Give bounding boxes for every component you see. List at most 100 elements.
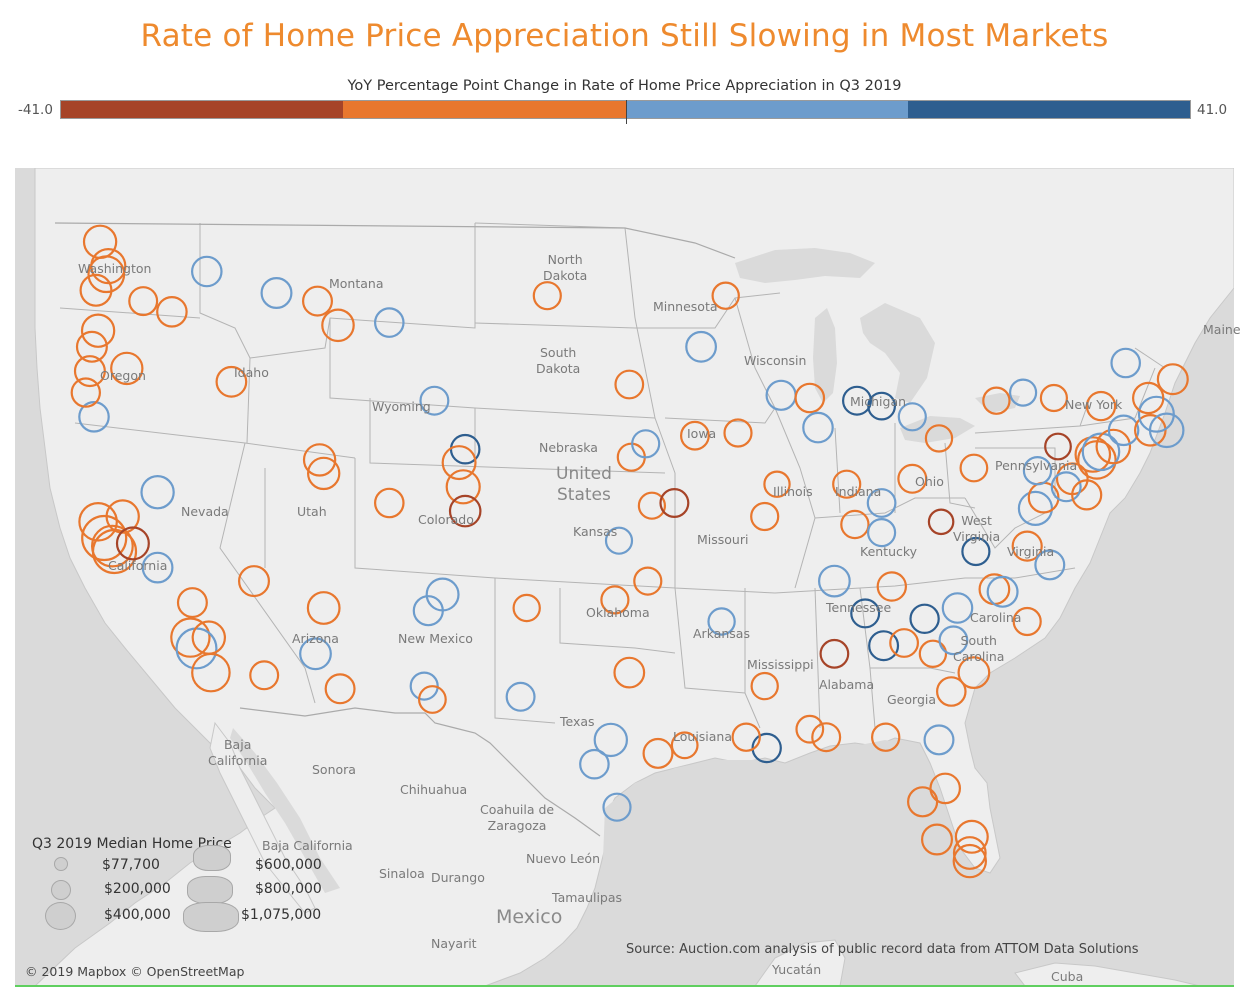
metro-marker[interactable] <box>1074 436 1112 473</box>
metro-marker[interactable] <box>959 453 989 483</box>
metro-marker[interactable] <box>445 469 481 505</box>
metro-marker[interactable] <box>425 577 460 612</box>
metro-marker[interactable] <box>1085 390 1117 422</box>
metro-marker[interactable] <box>642 737 674 769</box>
metro-marker[interactable] <box>613 656 646 689</box>
metro-marker[interactable] <box>1039 383 1069 413</box>
metro-marker[interactable] <box>731 722 761 752</box>
metro-marker[interactable] <box>1095 428 1132 465</box>
metro-marker[interactable] <box>818 564 851 598</box>
metro-marker[interactable] <box>70 377 102 408</box>
map-attribution[interactable]: © 2019 Mapbox © OpenStreetMap <box>25 964 245 979</box>
metro-marker[interactable] <box>170 617 211 658</box>
metro-marker[interactable] <box>1034 549 1066 581</box>
metro-marker[interactable] <box>897 402 927 432</box>
metro-marker[interactable] <box>923 724 955 756</box>
metro-marker[interactable] <box>750 671 779 701</box>
metro-marker[interactable] <box>763 470 791 498</box>
metro-marker[interactable] <box>593 722 629 758</box>
metro-marker[interactable] <box>512 593 541 623</box>
metro-marker[interactable] <box>1110 347 1141 379</box>
metro-marker[interactable] <box>935 676 967 707</box>
metro-marker[interactable] <box>941 592 974 624</box>
metro-marker[interactable] <box>794 382 826 414</box>
metro-marker[interactable] <box>918 639 948 668</box>
metro-marker[interactable] <box>79 273 113 307</box>
metro-marker[interactable] <box>579 748 610 780</box>
metro-marker[interactable] <box>156 296 188 328</box>
metro-marker[interactable] <box>750 501 780 532</box>
metro-marker[interactable] <box>1081 432 1121 472</box>
metro-marker[interactable] <box>418 685 447 714</box>
metro-marker[interactable] <box>128 286 159 317</box>
metro-marker[interactable] <box>1156 363 1189 396</box>
metro-marker[interactable] <box>80 313 116 348</box>
metro-marker[interactable] <box>897 463 928 494</box>
metro-marker[interactable] <box>982 386 1011 415</box>
metro-marker[interactable] <box>1148 412 1185 449</box>
metro-marker[interactable] <box>505 681 536 712</box>
metro-marker[interactable] <box>889 628 919 658</box>
map-canvas[interactable]: Washington Oregon Idaho Montana Wyoming … <box>15 168 1241 986</box>
metro-marker[interactable] <box>1012 606 1042 637</box>
metro-marker[interactable] <box>924 424 954 453</box>
metro-marker[interactable] <box>115 526 150 561</box>
metro-marker[interactable] <box>1131 381 1165 415</box>
metro-marker[interactable] <box>602 792 632 822</box>
metro-marker[interactable] <box>321 308 355 343</box>
metro-marker[interactable] <box>82 224 118 260</box>
metro-marker[interactable] <box>723 418 753 448</box>
metro-marker[interactable] <box>78 401 110 433</box>
metro-marker[interactable] <box>909 603 940 634</box>
metro-marker[interactable] <box>938 625 969 656</box>
metro-marker[interactable] <box>141 551 174 584</box>
metro-marker[interactable] <box>711 281 740 310</box>
metro-marker[interactable] <box>78 501 118 542</box>
metro-marker[interactable] <box>866 518 897 548</box>
metro-marker[interactable] <box>685 330 717 363</box>
metro-marker[interactable] <box>75 330 108 363</box>
metro-marker[interactable] <box>633 566 663 596</box>
metro-marker[interactable] <box>176 587 208 619</box>
metro-marker[interactable] <box>841 385 872 416</box>
metro-marker[interactable] <box>707 607 736 636</box>
metro-marker[interactable] <box>140 475 175 510</box>
metro-marker[interactable] <box>1022 456 1053 486</box>
metro-marker[interactable] <box>409 671 439 701</box>
metro-marker[interactable] <box>448 494 482 528</box>
metro-marker[interactable] <box>1008 378 1038 407</box>
metro-marker[interactable] <box>614 369 645 400</box>
metro-marker[interactable] <box>600 585 630 615</box>
metro-marker[interactable] <box>795 714 825 744</box>
metro-marker[interactable] <box>986 575 1019 608</box>
metro-marker[interactable] <box>532 281 562 311</box>
metro-marker[interactable] <box>1107 414 1140 447</box>
metro-marker[interactable] <box>73 355 106 388</box>
metro-marker[interactable] <box>249 660 280 691</box>
metro-marker[interactable] <box>110 351 144 386</box>
metro-marker[interactable] <box>604 526 634 555</box>
metro-marker[interactable] <box>302 285 334 317</box>
metro-marker[interactable] <box>840 509 870 540</box>
metro-marker[interactable] <box>1011 530 1043 562</box>
metro-marker[interactable] <box>1071 479 1103 511</box>
metro-marker[interactable] <box>952 843 988 879</box>
metro-marker[interactable] <box>961 536 991 567</box>
metro-marker[interactable] <box>952 836 987 870</box>
metro-marker[interactable] <box>659 488 690 519</box>
metro-marker[interactable] <box>419 385 450 416</box>
metro-marker[interactable] <box>802 411 834 444</box>
metro-marker[interactable] <box>1017 490 1054 526</box>
metro-marker[interactable] <box>373 487 405 519</box>
metro-marker[interactable] <box>191 620 226 655</box>
metro-marker[interactable] <box>850 598 881 629</box>
metro-marker[interactable] <box>302 443 337 477</box>
metro-marker[interactable] <box>191 255 223 288</box>
metro-marker[interactable] <box>819 638 850 669</box>
metro-marker[interactable] <box>637 491 667 520</box>
metro-marker[interactable] <box>871 722 901 752</box>
metro-marker[interactable] <box>876 571 908 602</box>
metro-marker[interactable] <box>868 630 900 662</box>
metro-marker[interactable] <box>307 456 341 491</box>
metro-marker[interactable] <box>927 508 955 536</box>
